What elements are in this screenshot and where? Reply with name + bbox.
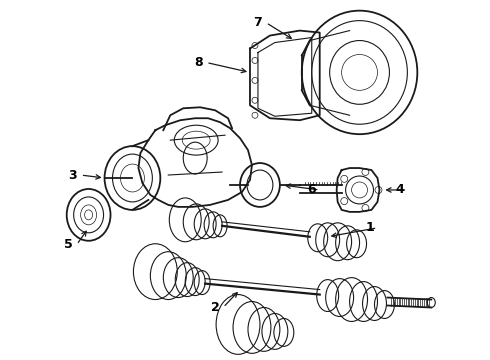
Text: 1: 1 <box>365 221 374 234</box>
Text: 6: 6 <box>307 184 316 197</box>
Text: 3: 3 <box>68 168 77 181</box>
Text: 4: 4 <box>395 184 404 197</box>
Text: 8: 8 <box>194 56 202 69</box>
Text: 7: 7 <box>253 16 262 29</box>
Text: 5: 5 <box>64 238 73 251</box>
Text: 2: 2 <box>211 301 220 314</box>
